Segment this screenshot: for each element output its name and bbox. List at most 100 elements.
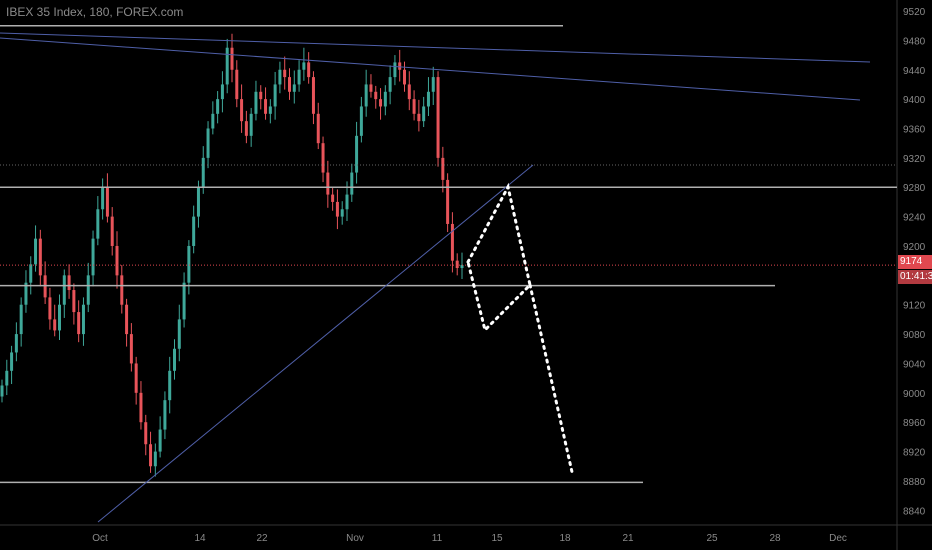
candle-body xyxy=(91,238,95,276)
candle-body xyxy=(29,264,33,283)
candle-body xyxy=(225,47,229,85)
candle-body xyxy=(446,179,450,224)
candle-body xyxy=(302,62,306,70)
candle-body xyxy=(369,84,373,92)
y-tick-label: 8840 xyxy=(903,506,926,517)
projection-down-path xyxy=(528,283,574,474)
candle-body xyxy=(335,201,339,217)
candle-body xyxy=(110,216,114,246)
candle-body xyxy=(292,84,296,92)
candle-body xyxy=(187,245,191,283)
y-tick-label: 8880 xyxy=(903,477,926,488)
y-tick-label: 9240 xyxy=(903,213,926,224)
candle-body xyxy=(196,187,200,217)
candle-body xyxy=(34,238,38,265)
x-tick-label: 18 xyxy=(559,533,571,544)
last-price-badge: 9174 xyxy=(898,255,932,269)
candle-body xyxy=(173,348,176,371)
candle-body xyxy=(206,128,210,158)
y-tick-label: 9360 xyxy=(903,124,926,135)
candle-body xyxy=(379,99,383,107)
candle-body xyxy=(450,223,454,261)
candle-body xyxy=(125,304,129,335)
candle-body xyxy=(96,209,100,239)
candle-body xyxy=(422,106,426,122)
candle-body xyxy=(345,194,349,210)
candle-body xyxy=(311,77,315,114)
candle-body xyxy=(412,99,416,114)
candle-body xyxy=(244,121,248,136)
candle-body xyxy=(163,400,167,430)
x-tick-label: 21 xyxy=(622,533,634,544)
candle-body xyxy=(81,304,85,335)
candle-body xyxy=(254,91,258,114)
candle-body xyxy=(417,113,421,122)
y-tick-label: 8960 xyxy=(903,418,926,429)
candle-body xyxy=(38,238,42,276)
candle-body xyxy=(211,113,215,129)
rising-trendline xyxy=(97,164,534,523)
lower-trendline xyxy=(0,37,861,101)
candle-body xyxy=(268,106,272,114)
y-tick-label: 9520 xyxy=(903,7,926,18)
y-tick-label: 9320 xyxy=(903,154,926,165)
y-tick-label: 9120 xyxy=(903,301,926,312)
candle-body xyxy=(235,69,239,100)
candle-body xyxy=(182,282,186,320)
candle-body xyxy=(48,297,52,320)
candle-body xyxy=(326,172,330,195)
candle-body xyxy=(436,77,440,158)
candle-body xyxy=(139,392,143,423)
candle-body xyxy=(359,106,363,136)
candle-body xyxy=(460,265,464,269)
candle-body xyxy=(259,91,263,100)
candle-body xyxy=(321,143,325,173)
candle-body xyxy=(14,334,18,353)
candle-body xyxy=(331,194,335,202)
candle-body xyxy=(273,84,277,107)
candle-body xyxy=(177,319,181,349)
candle-body xyxy=(67,275,71,291)
candle-body xyxy=(431,77,435,92)
candle-body xyxy=(53,319,57,331)
candle-body xyxy=(77,312,81,335)
candle-body xyxy=(134,363,138,393)
candle-body xyxy=(441,157,445,180)
candle-body xyxy=(168,370,172,401)
candle-body xyxy=(398,62,402,70)
candle-body xyxy=(278,69,282,85)
candle-body xyxy=(230,47,234,70)
x-tick-label: 14 xyxy=(194,533,206,544)
y-tick-label: 9480 xyxy=(903,36,926,47)
x-tick-label: Dec xyxy=(829,533,847,544)
candle-body xyxy=(240,99,244,122)
candle-body xyxy=(24,282,28,305)
chart-title: IBEX 35 Index, 180, FOREX.com xyxy=(6,5,184,19)
x-tick-label: Nov xyxy=(346,533,364,544)
candle-body xyxy=(58,304,61,331)
candle-body xyxy=(120,275,124,305)
candle-body xyxy=(192,216,196,246)
candle-body xyxy=(105,187,109,217)
y-tick-label: 9000 xyxy=(903,389,926,400)
candle-body xyxy=(19,304,23,335)
upper-trendline xyxy=(0,32,871,63)
candle-body xyxy=(62,275,66,305)
candle-body xyxy=(115,245,119,276)
candle-body xyxy=(201,157,205,188)
x-tick-label: 22 xyxy=(256,533,268,544)
candle-body xyxy=(153,451,157,467)
y-tick-label: 9040 xyxy=(903,359,926,370)
y-tick-label: 8920 xyxy=(903,448,926,459)
candle-body xyxy=(316,113,320,144)
candle-body xyxy=(129,334,133,364)
x-tick-label: Oct xyxy=(92,533,108,544)
candle-body xyxy=(72,290,76,313)
candle-body xyxy=(388,77,392,92)
x-tick-label: 25 xyxy=(706,533,718,544)
y-tick-label: 9280 xyxy=(903,183,926,194)
candle-body xyxy=(264,99,268,114)
y-tick-label: 9080 xyxy=(903,330,926,341)
candle-body xyxy=(144,422,148,445)
